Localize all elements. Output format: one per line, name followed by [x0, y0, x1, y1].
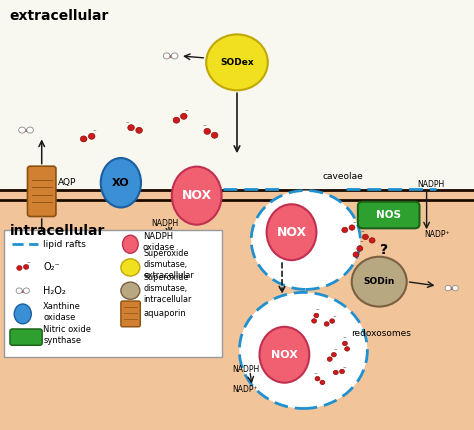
- Text: XO: XO: [112, 178, 130, 188]
- Text: Nitric oxide
synthase: Nitric oxide synthase: [43, 326, 91, 345]
- Text: ⁻: ⁻: [361, 230, 365, 236]
- Text: ⁻: ⁻: [315, 308, 319, 314]
- Text: SODex: SODex: [220, 58, 254, 67]
- Circle shape: [251, 190, 360, 289]
- FancyBboxPatch shape: [358, 202, 419, 228]
- Circle shape: [315, 376, 320, 381]
- Text: NADPH: NADPH: [232, 366, 259, 374]
- Text: ⁻: ⁻: [93, 129, 97, 135]
- Circle shape: [452, 286, 458, 291]
- Circle shape: [311, 319, 317, 323]
- Circle shape: [342, 341, 347, 346]
- Text: ⁻: ⁻: [185, 109, 189, 115]
- Text: ⁻: ⁻: [359, 241, 363, 247]
- Text: ⁻: ⁻: [27, 261, 31, 267]
- Text: O₂⁻: O₂⁻: [43, 262, 60, 273]
- Circle shape: [239, 292, 367, 408]
- Circle shape: [16, 288, 22, 293]
- Circle shape: [173, 117, 180, 123]
- Text: aquaporin: aquaporin: [144, 310, 186, 318]
- Circle shape: [357, 246, 363, 251]
- Text: NOS: NOS: [376, 210, 401, 220]
- Ellipse shape: [122, 235, 138, 253]
- Circle shape: [333, 370, 338, 375]
- Circle shape: [19, 127, 26, 133]
- Circle shape: [181, 114, 187, 120]
- Text: SODin: SODin: [364, 277, 395, 286]
- Text: ⁻: ⁻: [342, 336, 346, 342]
- Text: H₂O₂: H₂O₂: [43, 286, 66, 296]
- Circle shape: [204, 129, 210, 135]
- Text: NADPH
oxidase: NADPH oxidase: [143, 232, 175, 252]
- Text: ⁻: ⁻: [333, 315, 336, 321]
- Circle shape: [330, 319, 335, 323]
- Text: ?: ?: [380, 243, 388, 257]
- Text: NOX: NOX: [271, 350, 298, 360]
- Text: NADPH: NADPH: [152, 219, 179, 228]
- FancyBboxPatch shape: [27, 166, 56, 216]
- Circle shape: [17, 266, 22, 270]
- Circle shape: [27, 127, 33, 133]
- Circle shape: [353, 252, 359, 257]
- Bar: [0, 0, 474, 190]
- Ellipse shape: [100, 158, 141, 208]
- Circle shape: [349, 225, 355, 230]
- Circle shape: [320, 380, 325, 385]
- Circle shape: [324, 322, 329, 326]
- Circle shape: [331, 353, 337, 357]
- Circle shape: [369, 238, 375, 243]
- Text: Xanthine
oxidase: Xanthine oxidase: [43, 302, 81, 322]
- Ellipse shape: [259, 327, 309, 383]
- Circle shape: [88, 133, 95, 139]
- Circle shape: [121, 282, 140, 299]
- Text: ⁻: ⁻: [126, 121, 130, 127]
- Circle shape: [23, 264, 29, 269]
- Circle shape: [164, 53, 170, 59]
- Circle shape: [342, 227, 348, 233]
- Text: Superoxide
dismutase,
intracellular: Superoxide dismutase, intracellular: [144, 273, 192, 304]
- Circle shape: [206, 34, 268, 90]
- Text: Superoxide
dismutase,
extracellular: Superoxide dismutase, extracellular: [144, 249, 194, 280]
- Bar: [4, 230, 222, 357]
- Text: NADPH: NADPH: [417, 181, 444, 189]
- Circle shape: [339, 369, 345, 374]
- Text: ⁻: ⁻: [343, 366, 346, 372]
- Text: extracellular: extracellular: [9, 9, 109, 23]
- Circle shape: [19, 245, 26, 252]
- Text: redoxosomes: redoxosomes: [351, 329, 410, 338]
- Text: NADP⁺: NADP⁺: [152, 237, 177, 245]
- Circle shape: [363, 234, 368, 240]
- Text: ⁻: ⁻: [314, 372, 318, 378]
- Text: ⁻: ⁻: [353, 221, 357, 227]
- FancyBboxPatch shape: [121, 301, 140, 327]
- Ellipse shape: [266, 204, 316, 260]
- Text: NOX: NOX: [276, 226, 307, 239]
- Circle shape: [23, 288, 29, 293]
- Circle shape: [211, 132, 218, 138]
- FancyBboxPatch shape: [10, 329, 42, 345]
- Circle shape: [121, 259, 140, 276]
- Ellipse shape: [172, 166, 221, 224]
- Text: ⁻: ⁻: [202, 124, 206, 130]
- Text: NOX: NOX: [182, 189, 212, 202]
- Bar: [0, 190, 474, 430]
- Circle shape: [445, 286, 451, 291]
- Circle shape: [136, 127, 142, 133]
- Text: intracellular: intracellular: [9, 224, 105, 238]
- Circle shape: [171, 53, 178, 59]
- Text: NADP⁺: NADP⁺: [232, 385, 258, 393]
- Text: lipid rafts: lipid rafts: [43, 240, 86, 249]
- Circle shape: [81, 136, 87, 142]
- Circle shape: [352, 257, 407, 307]
- Text: NADP⁺: NADP⁺: [424, 230, 450, 239]
- Circle shape: [327, 357, 332, 361]
- Circle shape: [345, 347, 350, 351]
- Circle shape: [314, 313, 319, 318]
- Text: caveolae: caveolae: [322, 172, 363, 181]
- Circle shape: [128, 125, 135, 131]
- Ellipse shape: [14, 304, 31, 324]
- Text: ⁻: ⁻: [334, 348, 337, 354]
- Text: AQP: AQP: [58, 178, 77, 187]
- Circle shape: [27, 245, 33, 252]
